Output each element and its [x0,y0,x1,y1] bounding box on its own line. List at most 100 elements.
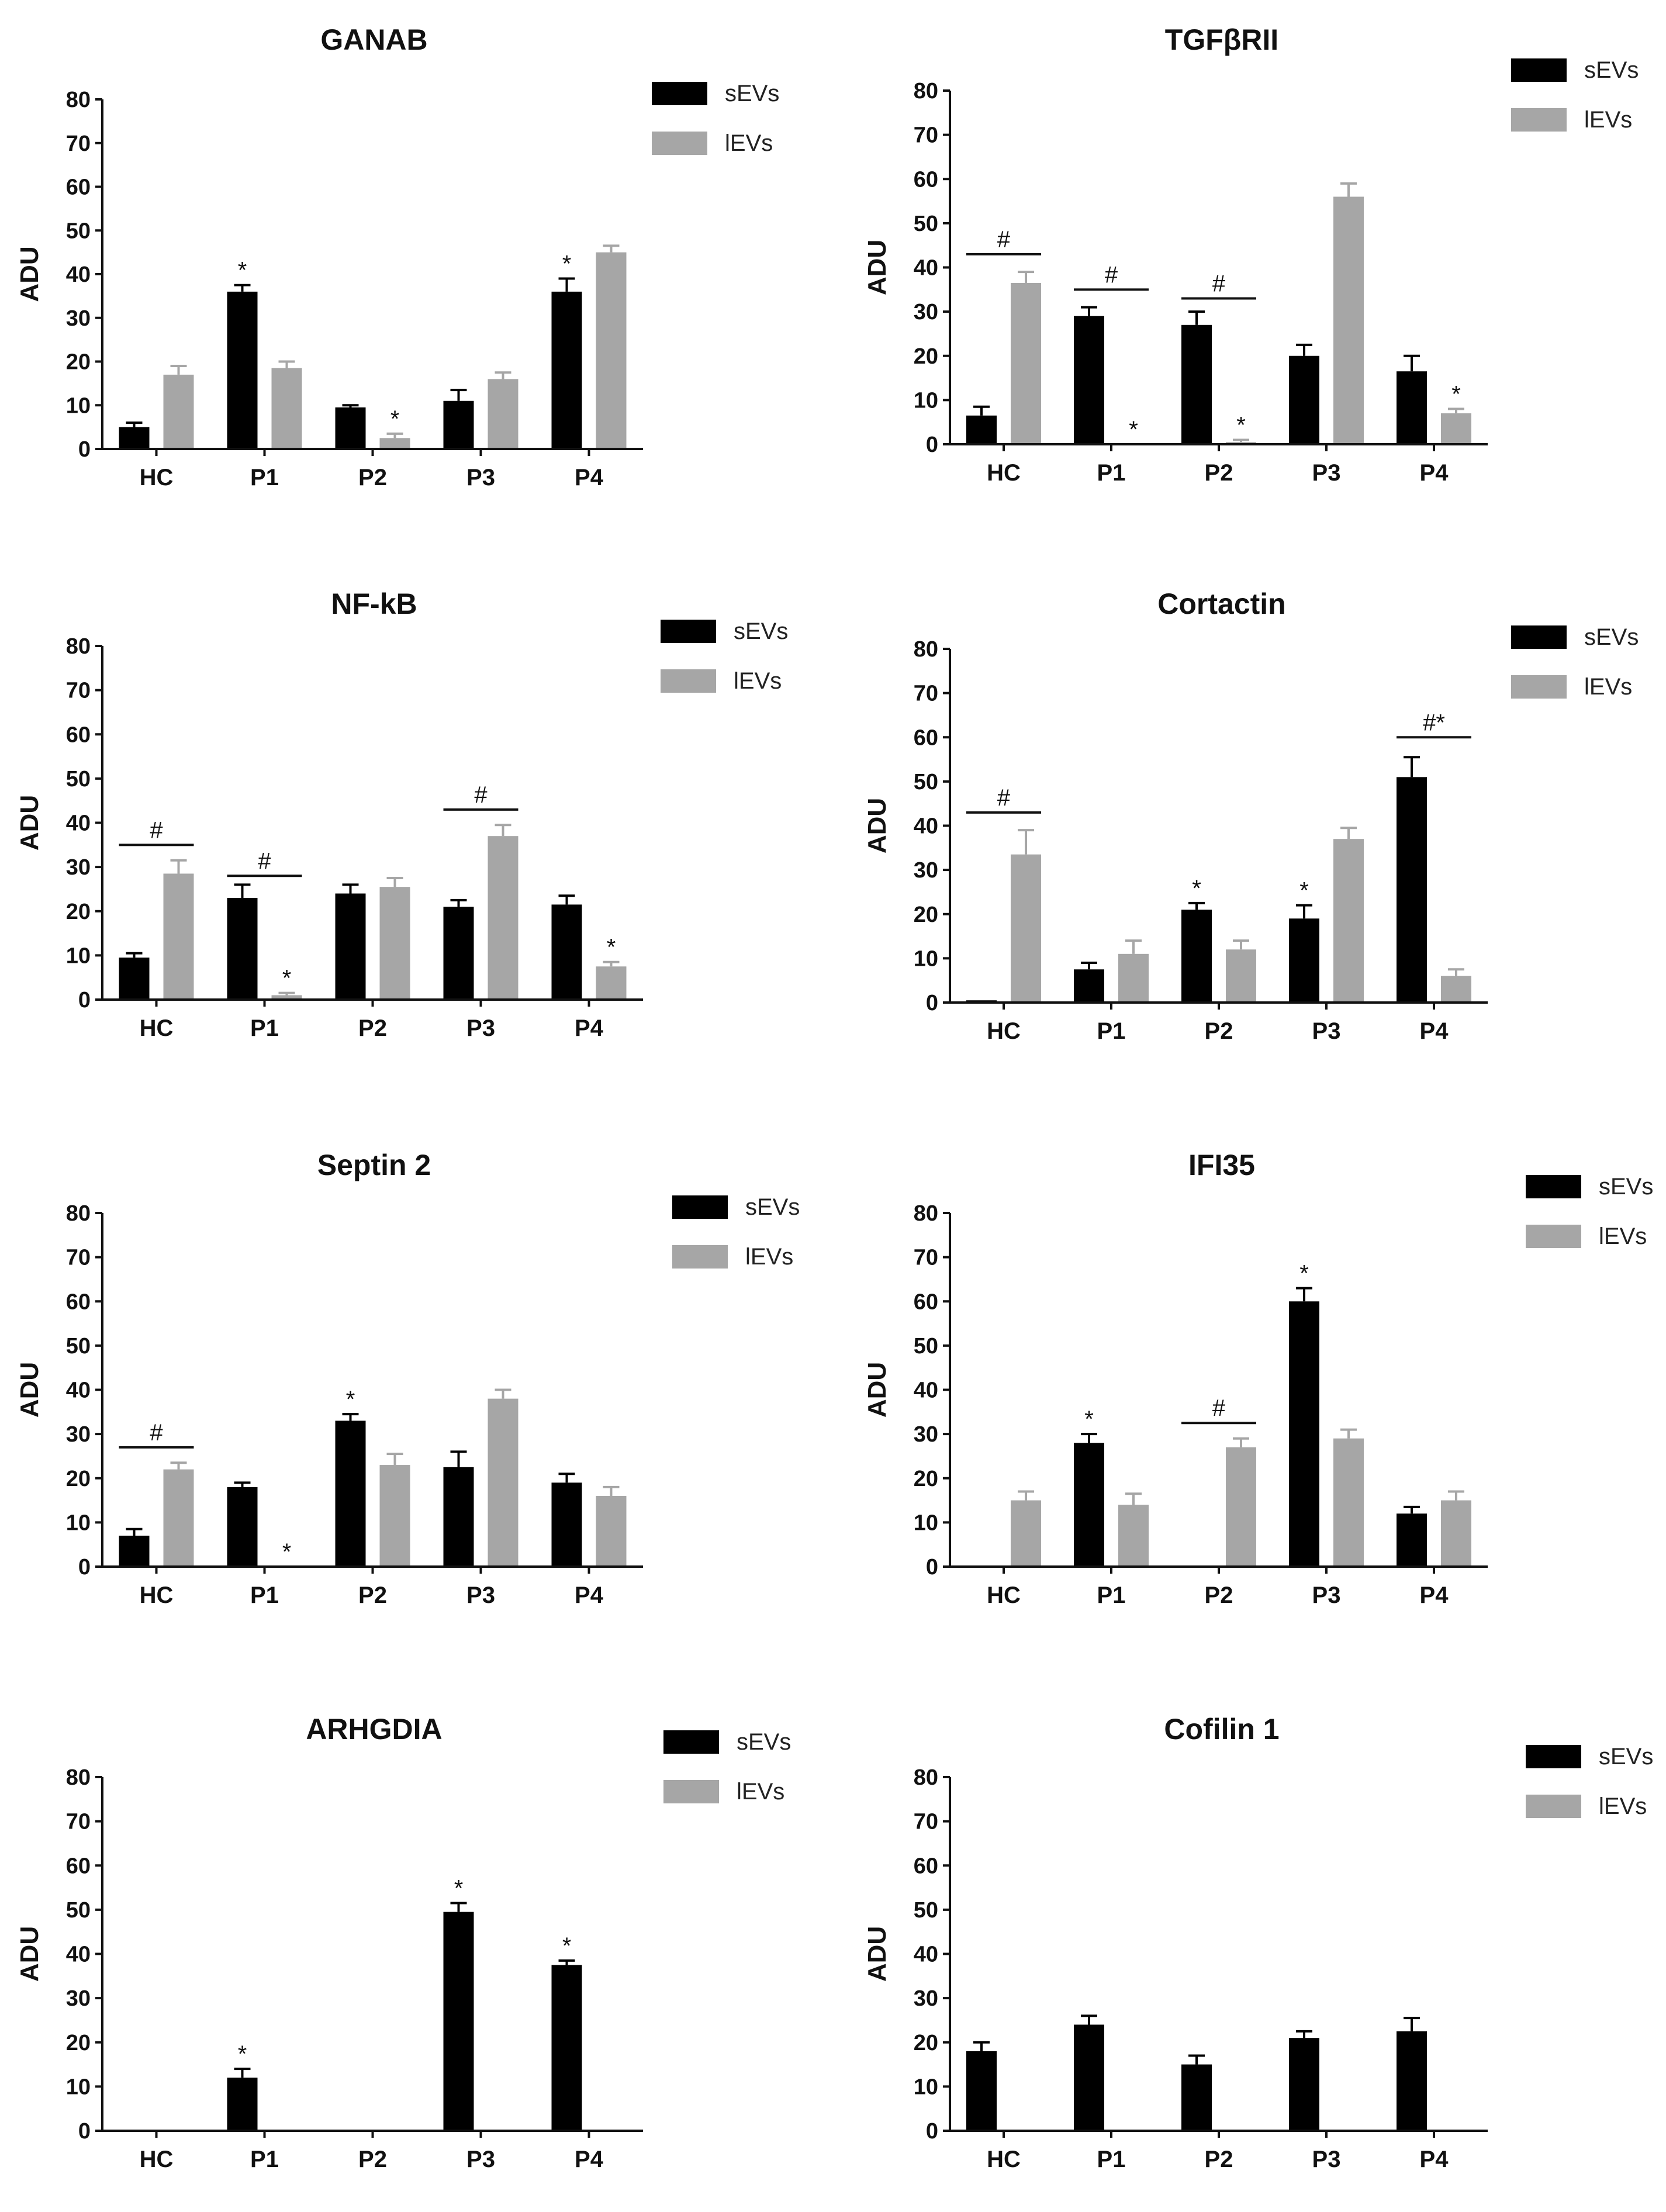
y-tick-label: 60 [66,175,91,200]
x-tick-label: P4 [575,1582,604,1608]
y-tick-label: 60 [914,1854,938,1878]
x-tick-label: P3 [1312,1018,1341,1044]
y-tick-label: 10 [914,946,938,971]
x-tick-label: P4 [1420,2147,1449,2172]
y-tick-label: 50 [914,1898,938,1923]
x-tick-label: P1 [250,2147,279,2172]
y-tick-label: 60 [914,1290,938,1314]
x-tick-label: P1 [250,1582,279,1608]
significance-marker: * [390,406,400,432]
comparison-marker: # [997,227,1011,253]
y-tick-label: 10 [914,388,938,413]
bar-lEVs-P4 [1441,413,1471,444]
significance-marker: * [1299,1261,1309,1287]
legend-swatch-sEVs [672,1195,728,1219]
y-tick-label: 20 [914,903,938,927]
y-tick-label: 80 [914,79,938,103]
bar-lEVs-P3 [1333,1438,1364,1567]
x-tick-label: P1 [250,465,279,490]
x-tick-label: P4 [575,1015,604,1041]
bar-sEVs-P4 [1397,371,1427,444]
bar-lEVs-P1 [271,995,302,1000]
bar-sEVs-P4 [1397,1513,1427,1567]
significance-marker: * [238,258,247,284]
bar-lEVs-HC [163,374,194,449]
y-tick-label: 30 [66,306,91,331]
legend-swatch-sEVs [1511,58,1567,82]
y-tick-label: 40 [914,1378,938,1403]
y-tick-label: 70 [914,682,938,706]
y-tick-label: 20 [914,1467,938,1491]
bar-sEVs-P2 [1181,2064,1212,2131]
significance-marker: * [562,1933,572,1959]
y-tick-label: 80 [66,1201,91,1226]
legend-swatch-lEVs [1526,1225,1581,1248]
y-tick-label: 40 [66,1943,91,1967]
y-axis-label: ADU [15,795,44,851]
y-tick-label: 40 [914,256,938,281]
legend-swatch-sEVs [652,82,707,105]
y-tick-label: 50 [66,1898,91,1923]
x-tick-label: P3 [466,2147,495,2172]
legend-label-lEVs: lEVs [745,1244,793,1270]
x-tick-label: P2 [1205,1018,1233,1044]
y-tick-label: 30 [914,858,938,883]
y-tick-label: 10 [914,2075,938,2099]
y-tick-label: 10 [914,1511,938,1535]
y-tick-label: 30 [914,1422,938,1447]
bar-lEVs-P1 [1118,1505,1149,1567]
chart-title: Cofilin 1 [1164,1713,1279,1746]
chart-title: NF-kB [331,587,417,620]
chart-panel-nf-kb: NF-kB ADU 0 10 20 30 40 50 60 70 80 HC P1 P2 P3 P4 * * # # #… [15,587,788,1041]
bar-sEVs-P3 [1289,2038,1319,2131]
legend-swatch-lEVs [652,132,707,155]
legend-swatch-lEVs [1526,1795,1581,1818]
bar-sEVs-P3 [1289,1301,1319,1567]
y-axis-label: ADU [15,246,44,302]
significance-marker: * [562,251,572,276]
comparison-marker: # [150,817,163,843]
y-tick-label: 40 [66,811,91,836]
legend-swatch-lEVs [1511,675,1567,699]
bar-sEVs-P4 [551,1965,582,2131]
bar-sEVs-HC [119,427,150,449]
y-tick-label: 50 [66,767,91,792]
legend-swatch-sEVs [1511,625,1567,649]
y-tick-label: 80 [914,637,938,662]
y-tick-label: 50 [914,212,938,236]
x-tick-label: P4 [1420,460,1449,486]
y-tick-label: 40 [66,262,91,287]
x-tick-label: HC [140,2147,174,2172]
x-tick-label: P1 [1097,1018,1126,1044]
y-tick-label: 20 [66,1467,91,1491]
legend-swatch-sEVs [1526,1745,1581,1768]
bar-lEVs-P1 [1118,953,1149,1003]
bar-sEVs-P1 [227,898,258,1000]
y-tick-label: 40 [66,1378,91,1403]
bar-lEVs-P2 [379,1465,410,1567]
y-tick-label: 70 [66,1810,91,1834]
y-tick-label: 30 [66,1986,91,2011]
bar-lEVs-P3 [488,379,519,449]
significance-marker: * [1299,878,1309,904]
comparison-marker: # [997,785,1011,811]
bar-lEVs-HC [163,1469,194,1567]
bar-sEVs-P4 [1397,777,1427,1003]
y-tick-label: 20 [66,350,91,375]
bar-sEVs-P1 [227,291,258,449]
comparison-marker: #* [1423,710,1445,735]
legend-label-sEVs: sEVs [745,1194,800,1220]
legend-label-sEVs: sEVs [737,1729,791,1755]
x-tick-label: P3 [466,1582,495,1608]
legend-label-lEVs: lEVs [1584,674,1632,700]
x-tick-label: P4 [575,465,604,490]
x-tick-label: P1 [1097,460,1126,486]
y-tick-label: 60 [66,723,91,747]
significance-marker: * [1129,417,1138,443]
significance-marker: * [1084,1406,1094,1432]
x-tick-label: P2 [358,2147,387,2172]
legend-swatch-sEVs [1526,1175,1581,1198]
x-tick-label: P2 [1205,460,1233,486]
bar-lEVs-P4 [1441,976,1471,1003]
y-axis-label: ADU [863,1926,891,1982]
